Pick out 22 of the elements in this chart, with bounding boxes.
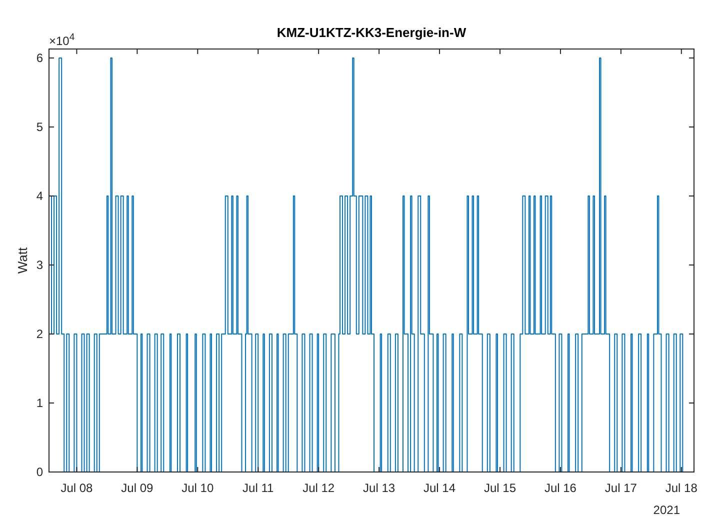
x-tick-label: Jul 10: [182, 481, 214, 495]
y-axis-title: Watt: [15, 246, 30, 274]
text: ×10$^{4}$: [49, 32, 76, 48]
y-tick-label: 4: [36, 188, 44, 203]
x-tick-label: Jul 18: [665, 481, 698, 495]
y-tick-label: 2: [36, 326, 44, 341]
y-tick-label: 0: [36, 465, 44, 479]
x-tick-label: Jul 13: [363, 481, 396, 495]
x-tick-label: Jul 14: [424, 481, 456, 495]
y-tick-label: 5: [36, 120, 44, 134]
chart-title: KMZ-U1KTZ-KK3-Energie-in-W: [276, 25, 467, 40]
x-tick-label: Jul 08: [60, 481, 94, 495]
x-tick-label: Jul 16: [544, 481, 577, 495]
x-tick-label: Jul 11: [242, 481, 274, 495]
y-tick-label: 6: [36, 50, 44, 65]
y-tick-label: 1: [36, 396, 44, 410]
x-tick-label: Jul 15: [484, 481, 516, 495]
x-tick-label: Jul 12: [302, 481, 335, 495]
y-tick-label: 3: [36, 258, 44, 272]
x-tick-label: Jul 09: [121, 481, 154, 495]
text: 2021: [653, 503, 680, 517]
x-tick-label: Jul 17: [604, 481, 638, 495]
